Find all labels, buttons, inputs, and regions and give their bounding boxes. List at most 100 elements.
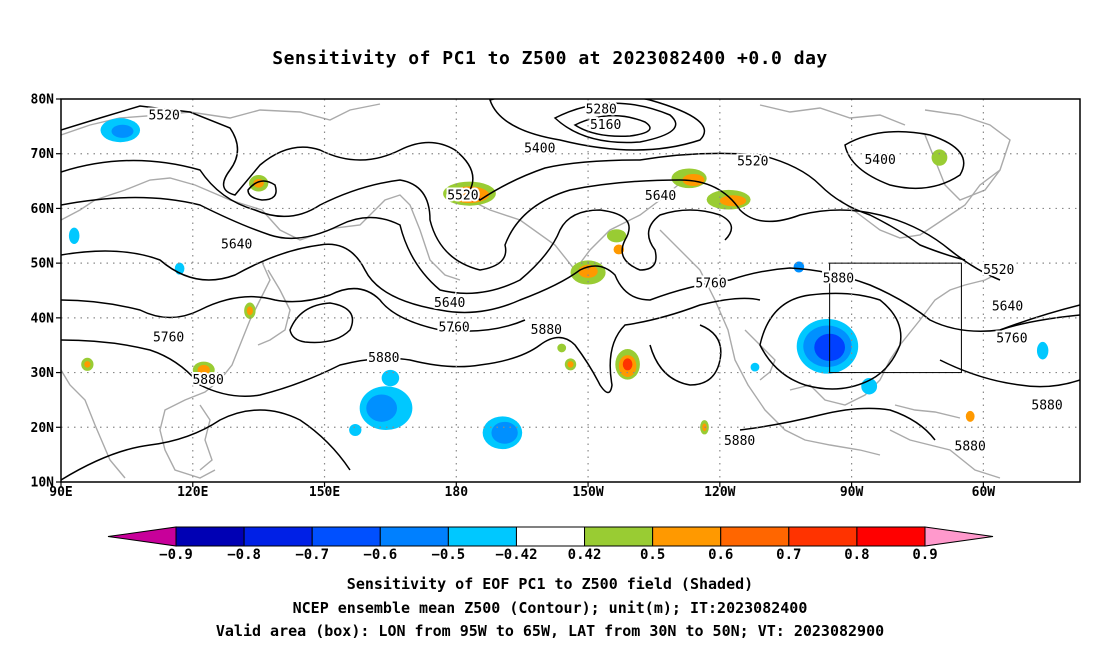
colorbar-label: 0.7 (776, 547, 801, 563)
contour-5280 (553, 102, 677, 144)
lon-label: 90W (840, 485, 864, 500)
sensitivity-patch (68, 227, 80, 244)
colorbar-swatch (515, 526, 586, 547)
lat-label: 10N (31, 476, 55, 491)
east-asia-coastline (159, 261, 271, 479)
caribbean-coastline (894, 404, 961, 419)
footer-line-3: Valid area (box): LON from 95W to 65W, L… (215, 622, 885, 640)
contour-label: 5760 (695, 276, 726, 291)
lon-label: 150E (309, 485, 340, 500)
contour-label: 5520 (447, 188, 478, 203)
gulf-coastline (789, 269, 1006, 406)
lat-label: 30N (31, 366, 55, 381)
colorbar-swatch (652, 526, 722, 547)
contour-5880-west (61, 297, 761, 397)
contour-5640 (61, 159, 1001, 281)
contour-label: 5880 (368, 351, 399, 366)
colorbar-label: −0.6 (363, 547, 397, 563)
z500-contours (61, 99, 1080, 481)
contour-5400-low (489, 99, 706, 151)
colorbar-swatch (175, 526, 245, 547)
colorbar-label: −0.9 (159, 547, 193, 563)
lat-label: 70N (31, 147, 55, 162)
sensitivity-patch (793, 261, 805, 273)
sensitivity-patch (111, 124, 134, 138)
sensitivity-patch (682, 173, 705, 186)
sensitivity-patch (622, 358, 633, 371)
colorbar-swatch (447, 526, 517, 547)
contour-label: 5400 (524, 142, 555, 157)
colorbar-min-arrow (107, 526, 177, 547)
sensitivity-patch (491, 421, 518, 444)
contour-label: 5880 (192, 373, 223, 388)
contour-5400-ne (844, 130, 965, 190)
sensitivity-patch (557, 343, 567, 353)
contour-label: 5760 (153, 331, 184, 346)
contour-label: 5760 (438, 321, 469, 336)
japan-coastline (257, 269, 291, 346)
lon-label: 150W (572, 485, 603, 500)
asia-coastline (61, 177, 461, 281)
colorbar-swatch (788, 526, 858, 547)
colorbar-label: 0.8 (844, 547, 869, 563)
chart-title: Sensitivity of PC1 to Z500 at 2023082400… (272, 48, 828, 69)
colorbar-label: 0.9 (912, 547, 937, 563)
sensitivity-patch (965, 410, 975, 422)
contour-5880-caribbean (739, 407, 936, 441)
contour-5760 (61, 243, 1080, 332)
philippines-coastline (199, 404, 213, 471)
sensitivity-patch (1036, 341, 1049, 360)
lat-label: 40N (31, 311, 55, 326)
sensitivity-patch (702, 423, 707, 432)
alaska-coastline (469, 174, 691, 272)
sensitivity-patch (462, 192, 481, 202)
sensitivity-patch (750, 362, 760, 372)
lon-label: 180 (445, 485, 469, 500)
footer-line-1: Sensitivity of EOF PC1 to Z500 field (Sh… (346, 575, 754, 593)
contour-label: 5640 (645, 189, 676, 204)
contour-label: 5520 (983, 263, 1014, 278)
lat-label: 50N (31, 257, 55, 272)
contour-label: 5880 (531, 323, 562, 338)
latitude-labels: 80N 70N 60N 50N 40N 30N 20N 10N (31, 93, 61, 491)
lon-label: 120W (704, 485, 735, 500)
south-america-coastline (889, 429, 1001, 479)
contour-5520-low-eurasia (247, 180, 277, 201)
sensitivity-patch (84, 361, 91, 368)
contour-label: 5520 (149, 108, 180, 123)
colorbar-label: −0.42 (495, 547, 537, 563)
contour-5520 (61, 105, 966, 261)
contour-label: 5160 (590, 118, 621, 133)
colorbar: −0.9 −0.8 −0.7 −0.6 −0.5 −0.42 0.42 0.5 0.6 0.7 0.… (107, 526, 994, 563)
colorbar-swatch (720, 526, 790, 547)
sensitivity-patch (606, 229, 627, 243)
contour-label: 5880 (823, 271, 854, 286)
contour-label: 5400 (864, 153, 895, 168)
colorbar-label: −0.7 (295, 547, 329, 563)
greenland-coastline (924, 109, 1011, 201)
longitude-labels: 90E 120E 150E 180 150W 120W 90W 60W (49, 482, 995, 500)
contour-label: 5280 (586, 102, 617, 117)
sensitivity-patch (567, 361, 574, 368)
hudson-coastline (839, 169, 1001, 239)
sensitivity-patch (381, 369, 400, 387)
contour-5760-b (61, 287, 526, 332)
contour-label: 5760 (996, 332, 1027, 347)
contour-5880-ring (759, 292, 902, 390)
contour-label: 5640 (221, 237, 252, 252)
contour-5880-tropics (61, 409, 351, 481)
colorbar-swatch (379, 526, 449, 547)
sensitivity-patch (366, 394, 398, 422)
lon-label: 60W (972, 485, 996, 500)
colorbar-swatch (311, 526, 381, 547)
colorbar-label: 0.6 (708, 547, 733, 563)
sensitivity-patch (197, 364, 210, 375)
lat-label: 20N (31, 421, 55, 436)
contour-label: 5880 (724, 434, 755, 449)
map-frame (60, 98, 1081, 483)
south-asia-coastline (61, 369, 126, 479)
contour-label: 5640 (992, 299, 1023, 314)
